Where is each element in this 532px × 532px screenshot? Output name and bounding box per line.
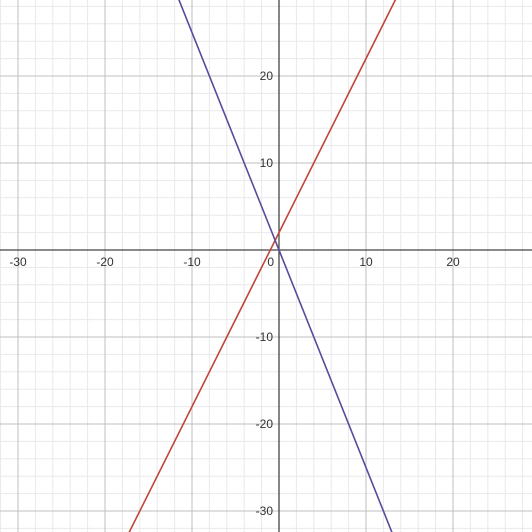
x-tick-label: 10 bbox=[359, 255, 373, 269]
origin-label: 0 bbox=[267, 255, 274, 269]
x-tick-label: -30 bbox=[9, 255, 27, 269]
y-tick-label: 20 bbox=[260, 69, 274, 83]
x-tick-label: -20 bbox=[96, 255, 114, 269]
y-tick-label: -30 bbox=[256, 504, 274, 518]
x-tick-label: 20 bbox=[446, 255, 460, 269]
chart-svg: -30 -20 -10 10 20 20 10 -10 -20 -30 0 bbox=[0, 0, 532, 532]
line-chart: -30 -20 -10 10 20 20 10 -10 -20 -30 0 bbox=[0, 0, 532, 532]
y-tick-label: 10 bbox=[260, 156, 274, 170]
x-tick-label: -10 bbox=[183, 255, 201, 269]
y-tick-label: -10 bbox=[256, 330, 274, 344]
y-tick-label: -20 bbox=[256, 417, 274, 431]
